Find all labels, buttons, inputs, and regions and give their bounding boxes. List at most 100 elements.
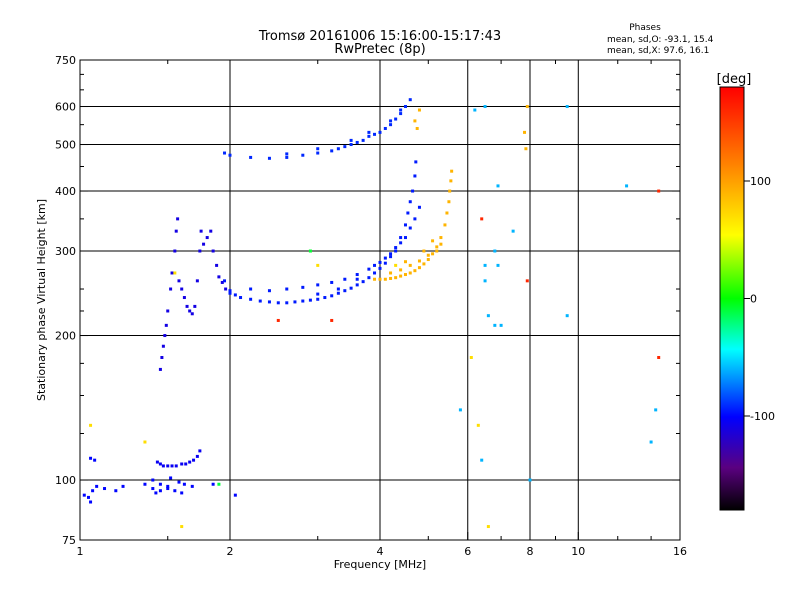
data-point bbox=[86, 495, 90, 499]
data-point bbox=[154, 491, 158, 495]
data-point bbox=[361, 280, 365, 284]
data-point bbox=[223, 151, 227, 155]
data-point bbox=[449, 179, 453, 183]
x-tick-label: 6 bbox=[464, 545, 471, 558]
data-point bbox=[411, 189, 415, 193]
y-tick-label: 300 bbox=[55, 245, 76, 258]
data-point bbox=[164, 323, 168, 327]
data-point bbox=[180, 491, 184, 495]
data-point bbox=[233, 293, 237, 297]
data-point bbox=[103, 487, 107, 491]
data-point bbox=[285, 301, 289, 305]
data-point bbox=[657, 355, 661, 359]
data-point bbox=[177, 279, 181, 283]
data-point bbox=[413, 217, 417, 221]
data-point bbox=[336, 291, 340, 295]
data-point bbox=[389, 271, 393, 275]
data-point bbox=[525, 279, 529, 283]
data-point bbox=[163, 334, 167, 338]
data-point bbox=[389, 252, 393, 256]
y-tick-label: 600 bbox=[55, 101, 76, 114]
data-point bbox=[413, 119, 417, 123]
data-point bbox=[192, 458, 196, 462]
data-point bbox=[301, 299, 305, 303]
grid-lines bbox=[80, 60, 680, 540]
data-point bbox=[190, 312, 194, 316]
colorbar-ticks: 100 0 -100 bbox=[744, 175, 775, 423]
data-point bbox=[180, 287, 184, 291]
data-point bbox=[239, 296, 243, 300]
data-point bbox=[151, 487, 155, 491]
data-point bbox=[654, 408, 658, 412]
data-point bbox=[399, 274, 403, 278]
data-point bbox=[373, 277, 377, 281]
data-point bbox=[355, 277, 359, 281]
data-point bbox=[435, 245, 439, 249]
data-point bbox=[190, 484, 194, 488]
data-point bbox=[408, 200, 412, 204]
axis-ticks: 1 2 4 6 8 10 16 75 100 200 300 400 500 600 750 bbox=[55, 54, 687, 558]
data-point bbox=[170, 271, 174, 275]
data-point bbox=[199, 229, 203, 233]
data-point bbox=[399, 268, 403, 272]
y-axis-label: Stationary phase Virtual Height [km] bbox=[35, 199, 48, 401]
data-point bbox=[173, 249, 177, 253]
data-point bbox=[403, 223, 407, 227]
data-point bbox=[161, 344, 165, 348]
data-point bbox=[373, 263, 377, 267]
data-point bbox=[408, 263, 412, 267]
data-point bbox=[399, 236, 403, 240]
data-point bbox=[417, 266, 421, 270]
data-point bbox=[330, 294, 334, 298]
data-point bbox=[180, 462, 184, 466]
data-point bbox=[367, 267, 371, 271]
data-point bbox=[445, 211, 449, 215]
data-point bbox=[565, 105, 569, 109]
data-point bbox=[415, 126, 419, 130]
y-tick-label: 400 bbox=[55, 185, 76, 198]
data-point bbox=[316, 263, 320, 267]
data-point bbox=[205, 236, 209, 240]
x-tick-label: 1 bbox=[77, 545, 84, 558]
data-point bbox=[220, 280, 224, 284]
data-point bbox=[383, 277, 387, 281]
chart-subtitle: RwPretec (8p) bbox=[334, 42, 425, 57]
data-point bbox=[209, 229, 213, 233]
data-point bbox=[173, 271, 177, 275]
data-point bbox=[215, 263, 219, 267]
data-point bbox=[373, 271, 377, 275]
data-point bbox=[565, 314, 569, 318]
data-point bbox=[525, 105, 529, 109]
data-point bbox=[355, 140, 359, 144]
data-point bbox=[448, 189, 452, 193]
data-point bbox=[657, 189, 661, 193]
data-point bbox=[378, 130, 382, 134]
data-point bbox=[211, 482, 215, 486]
data-point bbox=[185, 304, 189, 308]
data-point bbox=[480, 458, 484, 462]
data-point bbox=[524, 147, 528, 151]
data-point bbox=[349, 143, 353, 147]
data-point bbox=[228, 291, 232, 295]
stats-line-o: mean, sd,O: -93.1, 15.4 bbox=[607, 35, 714, 45]
data-point bbox=[394, 276, 398, 280]
data-point bbox=[473, 108, 477, 112]
stats-line-x: mean, sd,X: 97.6, 16.1 bbox=[607, 46, 709, 56]
data-point bbox=[336, 287, 340, 291]
data-point bbox=[233, 493, 237, 497]
data-point bbox=[223, 279, 227, 283]
data-point bbox=[367, 130, 371, 134]
data-point bbox=[174, 229, 178, 233]
data-point bbox=[330, 280, 334, 284]
data-point bbox=[383, 261, 387, 265]
x-tick-label: 4 bbox=[377, 545, 384, 558]
data-point bbox=[91, 489, 95, 493]
data-point bbox=[217, 482, 221, 486]
data-point bbox=[228, 289, 232, 293]
data-point bbox=[486, 314, 490, 318]
data-point bbox=[378, 260, 382, 264]
y-tick-label: 750 bbox=[55, 54, 76, 67]
data-point bbox=[316, 147, 320, 151]
data-point bbox=[493, 249, 497, 253]
